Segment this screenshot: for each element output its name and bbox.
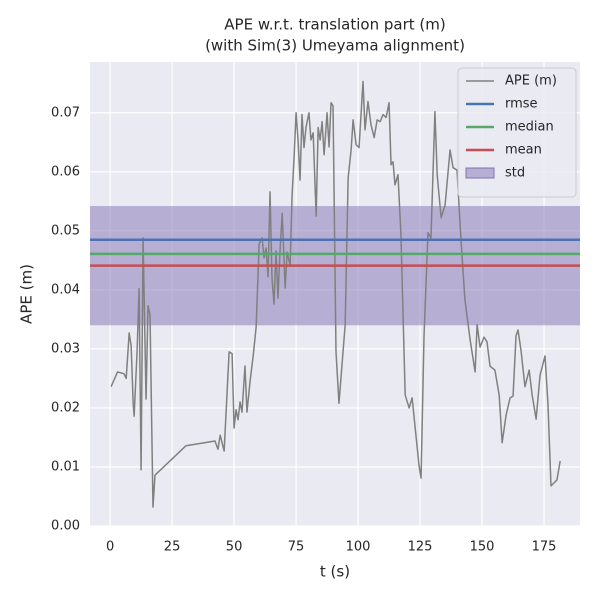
- legend-swatch: [465, 167, 495, 179]
- y-tick-label: 0.03: [51, 341, 80, 356]
- ape-line: [110, 80, 561, 508]
- legend-label: APE (m): [505, 74, 557, 89]
- y-tick-label: 0.06: [51, 164, 80, 179]
- y-tick-label: 0.07: [51, 105, 80, 120]
- legend-label: std: [505, 166, 525, 181]
- chart-title: APE w.r.t. translation part (m): [224, 16, 445, 34]
- chart-subtitle: (with Sim(3) Umeyama alignment): [205, 37, 465, 55]
- x-tick-label: 100: [346, 540, 371, 555]
- y-tick-label: 0.02: [51, 400, 80, 415]
- x-tick-label: 150: [470, 540, 495, 555]
- x-tick-label: 25: [164, 540, 181, 555]
- y-tick-label: 0.04: [51, 282, 80, 297]
- y-axis-label: APE (m): [18, 264, 36, 324]
- y-tick-label: 0.05: [51, 223, 80, 238]
- x-tick-label: 75: [288, 540, 305, 555]
- legend-label: median: [505, 120, 554, 135]
- legend-label: rmse: [505, 97, 538, 112]
- x-tick-label: 125: [408, 540, 433, 555]
- y-tick-label: 0.00: [51, 519, 80, 534]
- x-tick-label: 175: [532, 540, 557, 555]
- legend-label: mean: [505, 143, 542, 158]
- legend-box: [457, 67, 577, 198]
- x-axis-label: t (s): [320, 563, 350, 581]
- x-tick-label: 0: [106, 540, 114, 555]
- x-tick-label: 50: [226, 540, 243, 555]
- y-tick-label: 0.01: [51, 459, 80, 474]
